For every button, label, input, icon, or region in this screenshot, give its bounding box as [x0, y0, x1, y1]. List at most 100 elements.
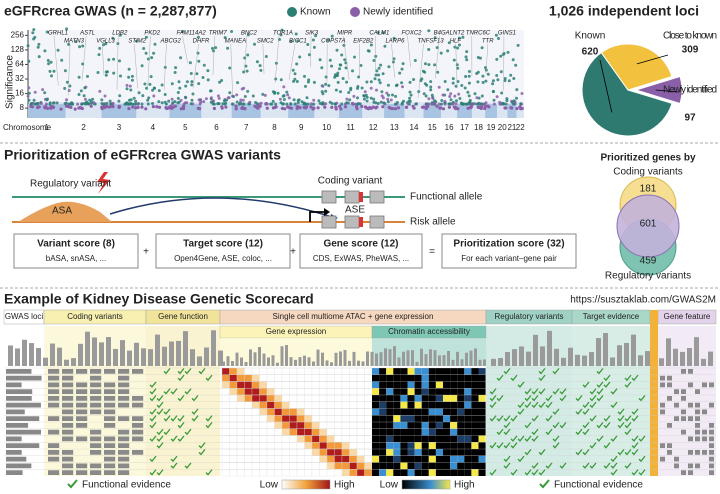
gene-label: DHFR — [193, 39, 210, 45]
expression-cell — [251, 462, 260, 470]
expression-cell — [266, 448, 275, 456]
point — [47, 62, 51, 66]
point — [176, 96, 180, 100]
point — [137, 91, 141, 95]
chromatin-cell — [450, 408, 458, 416]
group-label: GWAS loci — [5, 312, 44, 321]
chromatin-cell — [428, 415, 436, 422]
chromosome-label: 9 — [299, 123, 304, 132]
point — [146, 102, 150, 106]
column-bar — [474, 348, 477, 366]
expression-cell — [334, 394, 343, 402]
point — [473, 92, 477, 96]
point — [306, 43, 310, 46]
pie-label: Known — [575, 31, 606, 42]
column-bar — [554, 348, 559, 366]
point — [518, 105, 522, 109]
expression-cell — [221, 421, 230, 429]
point — [323, 105, 327, 109]
gene-leader — [434, 35, 440, 79]
legend-label: Known — [300, 7, 331, 18]
legend-label: High — [454, 480, 475, 491]
point — [435, 104, 439, 108]
column-bar — [226, 356, 230, 366]
gene-label: LARP6 — [385, 39, 405, 45]
gene-leader — [102, 43, 105, 76]
score-box — [441, 233, 577, 269]
point — [259, 101, 263, 105]
gene-label: TTR — [482, 39, 494, 45]
point — [50, 74, 53, 78]
chromatin-cell — [414, 435, 422, 443]
point — [170, 97, 174, 101]
chromatin-cell — [386, 395, 394, 402]
chromatin-cell — [379, 435, 387, 443]
point — [282, 98, 286, 101]
check — [149, 455, 157, 463]
point — [173, 71, 177, 74]
point — [305, 96, 309, 100]
check — [149, 469, 157, 476]
chromatin-cell — [393, 449, 401, 456]
point — [467, 70, 471, 73]
point — [67, 42, 71, 46]
check — [538, 367, 546, 375]
point — [167, 99, 171, 103]
expression-cell — [334, 401, 343, 409]
point — [282, 85, 286, 89]
point — [477, 105, 482, 110]
chromatin-cell — [443, 415, 451, 422]
point — [469, 105, 473, 109]
column-bar — [235, 352, 239, 366]
check — [559, 462, 567, 469]
point — [211, 102, 215, 106]
point — [49, 60, 53, 64]
expression-cell — [221, 374, 230, 382]
point — [509, 106, 513, 110]
feature-cell — [667, 382, 672, 388]
expression-cell — [326, 381, 335, 389]
column-bar — [50, 343, 55, 366]
chromatin-cell — [386, 388, 394, 395]
point — [362, 97, 366, 101]
point — [102, 102, 106, 106]
chromatin-cell — [386, 449, 394, 456]
expression-cell — [326, 415, 335, 423]
column-bar — [526, 351, 531, 366]
check — [617, 448, 625, 456]
point — [89, 104, 93, 108]
column-bar — [540, 346, 545, 366]
column-bar — [343, 349, 347, 366]
chromatin-cell — [421, 469, 429, 476]
expression-cell — [319, 442, 328, 450]
column-bar — [687, 348, 692, 366]
chromatin-cell — [386, 368, 394, 375]
check — [503, 442, 511, 449]
feature-cell — [667, 396, 672, 401]
expression-cell — [229, 469, 238, 477]
point — [44, 105, 48, 109]
point — [209, 96, 213, 100]
point — [512, 77, 516, 80]
check — [503, 455, 511, 463]
point — [274, 77, 278, 81]
chromosome-label: 19 — [487, 123, 496, 132]
check — [596, 394, 604, 402]
chromatin-cell — [379, 462, 387, 470]
point — [443, 99, 447, 103]
point — [291, 68, 295, 72]
point — [298, 55, 302, 59]
pie-value: 620 — [582, 47, 599, 58]
point — [427, 97, 431, 101]
check — [163, 367, 171, 375]
feature-cell — [709, 456, 714, 462]
expression-cell — [296, 388, 305, 396]
check — [205, 469, 213, 476]
expression-cell — [236, 408, 245, 416]
coding-cell — [104, 443, 116, 448]
point — [285, 90, 289, 94]
expression-cell — [296, 428, 305, 436]
point — [104, 73, 108, 77]
locus-bar — [6, 409, 25, 415]
point — [89, 101, 93, 105]
